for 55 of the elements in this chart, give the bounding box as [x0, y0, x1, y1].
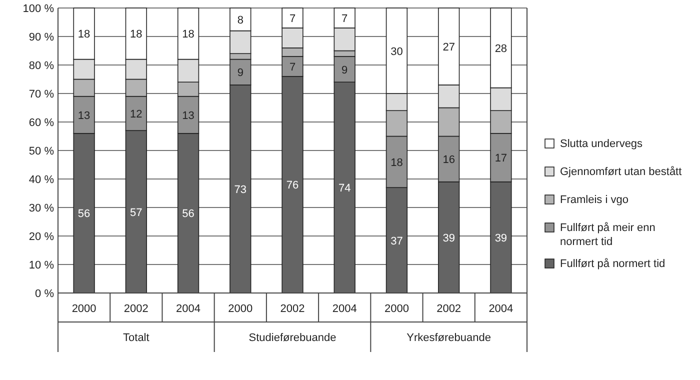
x-tick-label: 2000 [72, 303, 96, 315]
x-tick-label: 2004 [488, 303, 514, 315]
data-label: 13 [78, 110, 90, 122]
text: Totalt [123, 332, 150, 344]
data-label: 18 [78, 28, 90, 41]
data-label: 7 [342, 12, 348, 25]
data-label: 9 [237, 67, 244, 80]
legend-label: Gjennomført utan bestått [560, 166, 682, 178]
x-tick-label: 2004 [176, 303, 201, 315]
y-tick-label: 90 % [28, 32, 54, 44]
data-label: 74 [338, 182, 351, 195]
data-label: 27 [442, 41, 455, 54]
data-label: 76 [286, 180, 299, 192]
data-label: 18 [182, 28, 194, 41]
data-label: 56 [78, 208, 90, 220]
x-tick-label: 2002 [280, 303, 305, 315]
x-tick-label: 2000 [228, 303, 253, 315]
data-label: 28 [494, 42, 508, 55]
legend-label: Fullført på normert tid [560, 258, 666, 270]
legend-label: Framleis i vgo [560, 194, 628, 206]
y-tick-label: 20 % [28, 231, 54, 243]
data-label: 73 [234, 184, 247, 196]
data-label: 39 [494, 232, 508, 244]
data-label: 12 [130, 108, 142, 120]
text: Yrkesførebuande [406, 332, 492, 344]
y-tick-label: 60 % [28, 117, 54, 129]
text: Studieførebuande [248, 332, 336, 344]
data-label: 8 [237, 14, 244, 26]
y-tick-label: 40 % [28, 174, 54, 186]
y-tick-label: 10 % [28, 260, 54, 272]
x-tick-label: 2004 [332, 303, 357, 315]
legend-label: Slutta undervegs [560, 138, 644, 150]
y-tick-label: 80 % [28, 60, 54, 72]
y-tick-label: 100 % [22, 3, 54, 15]
data-label: 16 [442, 154, 455, 166]
data-label: 56 [182, 208, 194, 220]
data-label: 18 [390, 156, 403, 169]
data-label: 7 [289, 61, 296, 74]
data-label: 18 [130, 28, 142, 41]
data-label: 39 [442, 232, 455, 244]
y-tick-label: 50 % [28, 146, 54, 158]
data-label: 13 [182, 110, 194, 122]
y-tick-label: 70 % [28, 88, 54, 100]
legend-label: Fullført på meir enn normert tid [560, 222, 656, 248]
x-tick-label: 2002 [124, 303, 148, 315]
y-tick-label: 30 % [28, 202, 54, 214]
data-label: 30 [390, 46, 403, 58]
x-tick-label: 2002 [436, 303, 462, 315]
data-label: 9 [342, 64, 348, 76]
x-tick-label: 2000 [384, 303, 409, 315]
y-tick-label: 0 % [35, 288, 54, 300]
data-label: 7 [289, 12, 296, 25]
data-label: 57 [130, 206, 142, 219]
data-label: 17 [494, 152, 508, 165]
data-label: 37 [390, 235, 403, 248]
